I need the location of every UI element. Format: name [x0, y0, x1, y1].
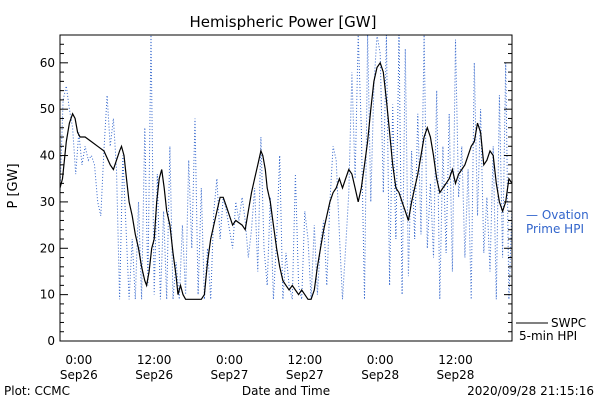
x-tick-time-label: 0:00: [216, 353, 243, 367]
series-swpc-line: [59, 61, 513, 300]
x-axis-label: Date and Time: [242, 384, 330, 398]
x-tick-time-label: 12:00: [438, 353, 473, 367]
y-tick-label: 40: [40, 149, 55, 163]
timestamp: 2020/09/28 21:15:16: [467, 384, 594, 398]
plot-frame: [59, 34, 513, 342]
legend-swpc-line2: 5-min HPI: [519, 329, 577, 343]
y-tick-label: 60: [40, 56, 55, 70]
plot-area: 01020304050600:00Sep2612:00Sep260:00Sep2…: [40, 34, 513, 382]
x-tick-time-label: 12:00: [288, 353, 323, 367]
x-tick-date-label: Sep28: [437, 368, 475, 382]
x-tick-time-label: 12:00: [137, 353, 172, 367]
y-tick-label: 10: [40, 288, 55, 302]
legend-ovation-line1: — Ovation: [526, 208, 589, 222]
y-axis-label: P [GW]: [6, 163, 21, 208]
x-tick-date-label: Sep26: [60, 368, 98, 382]
x-tick-time-label: 0:00: [65, 353, 92, 367]
chart-title: Hemispheric Power [GW]: [190, 13, 377, 31]
y-tick-label: 0: [47, 334, 55, 348]
y-tick-label: 30: [40, 195, 55, 209]
x-tick-date-label: Sep26: [135, 368, 173, 382]
legend-ovation: — Ovation Prime HPI: [526, 208, 589, 236]
legend-swpc: SWPC 5-min HPI: [516, 316, 586, 343]
x-tick-date-label: Sep28: [361, 368, 399, 382]
x-tick-date-label: Sep27: [286, 368, 324, 382]
x-tick-time-label: 0:00: [367, 353, 394, 367]
y-tick-label: 50: [40, 102, 55, 116]
legend-swpc-line1: SWPC: [551, 316, 586, 330]
legend-ovation-line2: Prime HPI: [526, 222, 584, 236]
series-ovation-line: [59, 34, 513, 300]
y-tick-label: 20: [40, 241, 55, 255]
x-tick-date-label: Sep27: [211, 368, 249, 382]
plot-credit: Plot: CCMC: [4, 384, 70, 398]
